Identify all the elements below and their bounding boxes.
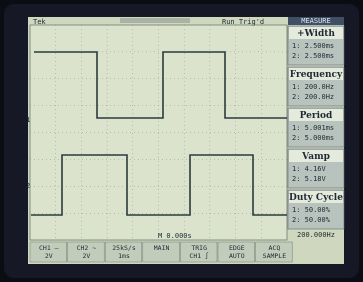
trigger-frequency: 200.000Hz bbox=[297, 231, 335, 239]
measure-title: Period bbox=[300, 111, 333, 121]
bar-label-bottom: CH1 ∫ bbox=[189, 252, 209, 260]
bar-label-bottom: 2V bbox=[82, 252, 90, 260]
bar-label-top: CH2 ~ bbox=[77, 244, 97, 252]
bar-label-bottom: AUTO bbox=[229, 252, 245, 260]
bar-label-top: MAIN bbox=[154, 244, 170, 252]
ch2-marker: 2 bbox=[26, 182, 30, 190]
trigger-time: M 0.000s bbox=[158, 232, 192, 240]
bar-label-top: ACQ bbox=[269, 244, 281, 252]
measure-title: Frequency bbox=[290, 70, 343, 80]
ch1-marker: 1 bbox=[26, 116, 30, 124]
measure-title: Duty Cycle bbox=[289, 193, 343, 203]
record-bar bbox=[120, 18, 190, 23]
measure-title: +Width bbox=[297, 29, 335, 39]
measure-ch1: 1: 5.001ms bbox=[292, 124, 334, 132]
acquisition-state: Run Trig'd bbox=[222, 18, 264, 26]
page: { "status": {"brand": "Tek", "state": "R… bbox=[0, 0, 363, 282]
measure-ch1: 1: 200.0Hz bbox=[292, 83, 334, 91]
bar-label-bottom: SAMPLE bbox=[263, 252, 287, 260]
measure-panel: +Width 1: 2.500ms 2: 2.500ms Frequency 1: 20… bbox=[288, 26, 344, 229]
bar-label-top: EDGE bbox=[229, 244, 245, 252]
measure-ch1: 1: 2.500ms bbox=[292, 42, 334, 50]
oscilloscope: Tek Run Trig'd MEASURE 1 2 M 0.000s +Wid… bbox=[0, 0, 363, 282]
measure-ch2: 2: 50.00% bbox=[292, 216, 331, 224]
measure-title: Vamp bbox=[301, 152, 330, 162]
bar-label-bottom: 2V bbox=[45, 252, 53, 260]
brand: Tek bbox=[33, 18, 46, 26]
bar-label-bottom: 1ms bbox=[118, 252, 130, 260]
measure-ch2: 2: 5.18V bbox=[292, 175, 327, 183]
measure-ch2: 2: 200.0Hz bbox=[292, 93, 334, 101]
bar-label-top: TRIG bbox=[191, 244, 207, 252]
bar-label-top: CH1 — bbox=[39, 244, 59, 252]
measure-ch2: 2: 5.000ms bbox=[292, 134, 334, 142]
bar-label-top: 25kS/s bbox=[112, 244, 136, 252]
measure-ch2: 2: 2.500ms bbox=[292, 52, 334, 60]
menu-title: MEASURE bbox=[301, 17, 331, 25]
measure-ch1: 1: 4.16V bbox=[292, 165, 327, 173]
measure-ch1: 1: 50.00% bbox=[292, 206, 331, 214]
